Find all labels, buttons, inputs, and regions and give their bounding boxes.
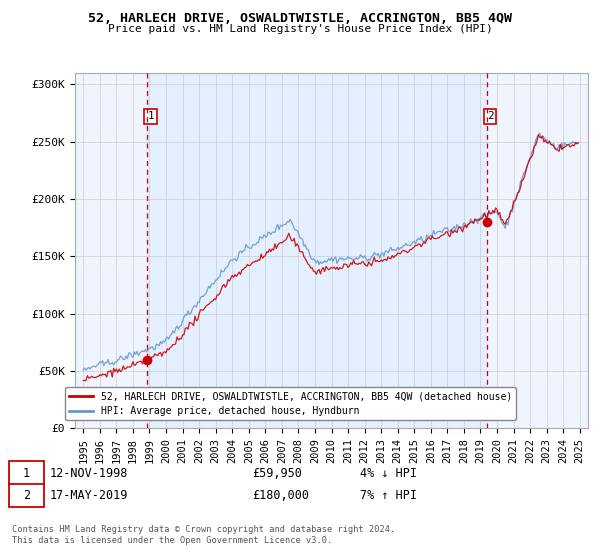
Text: 2: 2 bbox=[487, 111, 493, 122]
Text: 7% ↑ HPI: 7% ↑ HPI bbox=[360, 489, 417, 502]
Text: 1: 1 bbox=[23, 466, 30, 480]
Text: 1: 1 bbox=[147, 111, 154, 122]
Text: 4% ↓ HPI: 4% ↓ HPI bbox=[360, 466, 417, 480]
Legend: 52, HARLECH DRIVE, OSWALDTWISTLE, ACCRINGTON, BB5 4QW (detached house), HPI: Ave: 52, HARLECH DRIVE, OSWALDTWISTLE, ACCRIN… bbox=[65, 388, 516, 420]
Text: £180,000: £180,000 bbox=[252, 489, 309, 502]
Text: £59,950: £59,950 bbox=[252, 466, 302, 480]
Bar bbox=[148, 73, 487, 428]
Text: 2: 2 bbox=[23, 489, 30, 502]
Text: 17-MAY-2019: 17-MAY-2019 bbox=[50, 489, 128, 502]
Text: 52, HARLECH DRIVE, OSWALDTWISTLE, ACCRINGTON, BB5 4QW: 52, HARLECH DRIVE, OSWALDTWISTLE, ACCRIN… bbox=[88, 12, 512, 25]
Text: Price paid vs. HM Land Registry's House Price Index (HPI): Price paid vs. HM Land Registry's House … bbox=[107, 24, 493, 34]
Text: 12-NOV-1998: 12-NOV-1998 bbox=[50, 466, 128, 480]
Text: Contains HM Land Registry data © Crown copyright and database right 2024.
This d: Contains HM Land Registry data © Crown c… bbox=[12, 525, 395, 545]
